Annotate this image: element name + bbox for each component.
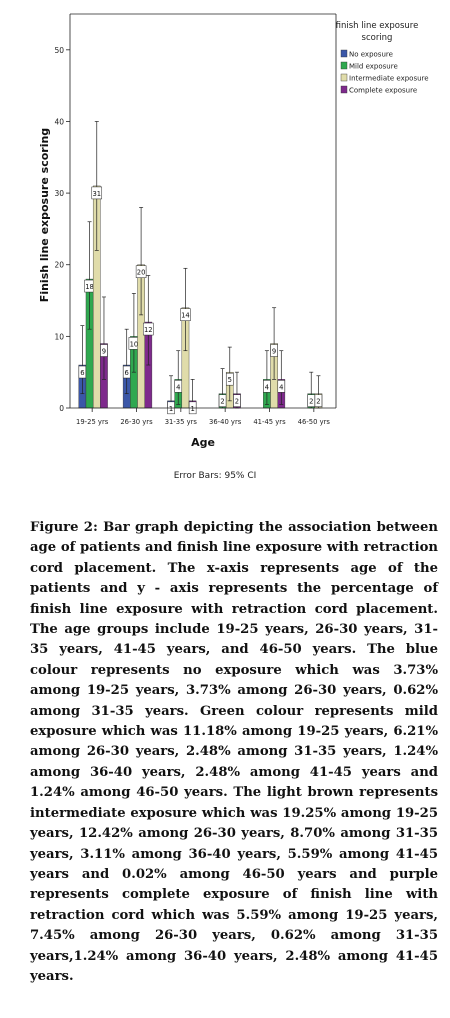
- y-axis: 0 10 20 30 40 50: [54, 14, 71, 413]
- legend-title-line-1: finish line exposure: [336, 21, 419, 31]
- data-label-1-4: 4: [265, 383, 269, 391]
- data-label-1-1: 10: [130, 340, 139, 348]
- legend-swatch-3: [340, 85, 348, 94]
- figure-caption-text: Bar graph depicting the association betw…: [30, 520, 438, 984]
- data-label-2-0: 31: [92, 190, 101, 198]
- y-tick-label-0: 0: [59, 404, 64, 413]
- y-tick-label-40: 40: [54, 117, 64, 126]
- bar-chart: 0 10 20 30 40 50 Finish line exposure scoring…: [38, 13, 429, 481]
- x-tick-label-0: 19-25 yrs: [76, 418, 109, 426]
- data-label-1-3: 2: [220, 398, 224, 406]
- data-label-3-4: 4: [279, 383, 283, 391]
- data-label-box-2-1: [135, 265, 147, 278]
- legend-label-2: Intermediate exposure: [349, 75, 429, 83]
- y-tick-label-20: 20: [54, 261, 64, 270]
- data-label-3-0: 9: [102, 348, 106, 356]
- x-axis-label: Age: [191, 436, 215, 449]
- data-label-box-3-1: [143, 322, 154, 336]
- data-label-1-2: 4: [176, 383, 180, 391]
- data-label-0-0: 6: [80, 369, 84, 377]
- x-tick-label-4: 41-45 yrs: [253, 418, 286, 426]
- data-label-0-2: 1: [169, 405, 173, 413]
- data-label-1-0: 18: [85, 283, 94, 291]
- legend: finish line exposure scoring No exposure…: [336, 21, 429, 95]
- x-axis: 19-25 yrs 26-30 yrs 31-35 yrs 36-40 yrs 41-4…: [70, 13, 337, 426]
- y-axis-label: Finish line exposure scoring: [38, 128, 51, 302]
- data-label-3-1: 12: [144, 326, 153, 334]
- data-label-box-2-4: [270, 344, 278, 357]
- y-tick-label-10: 10: [54, 332, 64, 341]
- legend-swatch-2: [340, 73, 348, 82]
- y-tick-label-50: 50: [54, 46, 64, 55]
- data-label-0-1: 6: [125, 369, 129, 377]
- legend-label-1: Mild exposure: [349, 63, 398, 71]
- legend-label-3: Complete exposure: [349, 87, 417, 95]
- x-tick-label-1: 26-30 yrs: [120, 418, 153, 426]
- x-tick-label-5: 46-50 yrs: [298, 418, 331, 426]
- data-label-2-1: 20: [137, 269, 146, 277]
- legend-swatch-0: [340, 49, 348, 58]
- legend-swatch-1: [340, 61, 348, 70]
- error-bars-note: Error Bars: 95% CI: [174, 471, 257, 481]
- data-label-2-3: 5: [228, 376, 232, 384]
- data-label-box-2-3: [226, 372, 234, 386]
- x-tick-label-3: 36-40 yrs: [209, 418, 242, 426]
- data-label-2-4: 9: [272, 348, 276, 356]
- figure-label: Figure 2:: [30, 520, 98, 535]
- data-label-box-2-2: [180, 308, 191, 321]
- data-label-box-2-5: [314, 394, 323, 407]
- data-label-1-5: 2: [309, 398, 313, 406]
- data-label-3-3: 2: [235, 398, 239, 406]
- x-tick-label-2: 31-35 yrs: [165, 418, 198, 426]
- data-label-box-2-0: [91, 186, 103, 200]
- data-label-box-3-3: [233, 394, 241, 407]
- data-label-box-3-0: [100, 344, 108, 357]
- legend-title-line-2: scoring: [362, 33, 393, 43]
- figure-caption: Figure 2: Bar graph depicting the associ…: [30, 518, 438, 987]
- data-label-2-5: 2: [316, 398, 320, 406]
- data-label-2-2: 14: [181, 312, 190, 320]
- data-label-3-2: 1: [190, 405, 194, 413]
- data-label-box-3-4: [277, 380, 286, 393]
- legend-label-0: No exposure: [349, 51, 393, 59]
- y-tick-label-30: 30: [54, 189, 64, 198]
